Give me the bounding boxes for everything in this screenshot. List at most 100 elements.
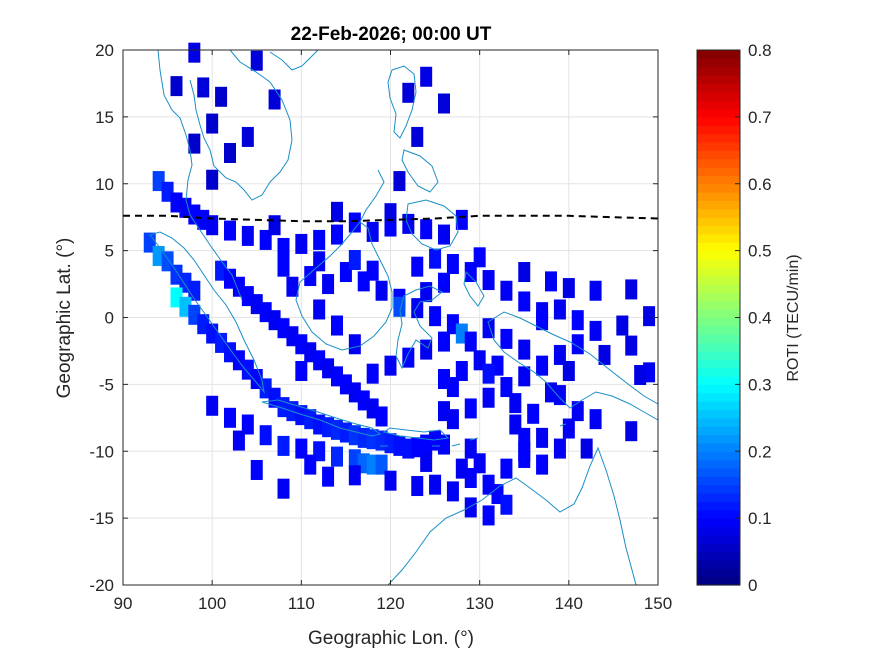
colorbar-step [697, 91, 740, 101]
colorbar-step [697, 467, 740, 477]
roti-cell [384, 470, 397, 491]
roti-cell [589, 280, 602, 301]
roti-cell [482, 505, 495, 526]
roti-cell [250, 459, 263, 480]
roti-cell [393, 171, 406, 192]
roti-cell [536, 454, 549, 475]
colorbar-step [697, 350, 740, 360]
roti-cell [429, 474, 442, 495]
roti-cell [224, 142, 236, 163]
colorbar-step [697, 267, 740, 277]
roti-cell [366, 363, 379, 384]
colorbar-step [697, 501, 740, 511]
roti-cell [500, 377, 513, 398]
roti-cell [500, 458, 513, 479]
roti-cell [304, 454, 317, 475]
roti-cell [643, 306, 656, 327]
roti-cell [438, 272, 450, 293]
colorbar-step [697, 568, 740, 578]
colorbar-step [697, 217, 740, 227]
roti-cell [331, 446, 343, 467]
x-tick-label: 100 [198, 594, 226, 613]
roti-cell [625, 421, 638, 442]
roti-cell [241, 225, 254, 246]
colorbar-step [697, 317, 740, 327]
coastline-sumatra [149, 231, 265, 394]
x-tick-label: 140 [555, 594, 583, 613]
roti-cell [224, 407, 236, 428]
colorbar-step [697, 116, 740, 126]
roti-cell [562, 361, 575, 381]
coastline-australia [387, 446, 637, 586]
roti-cell [402, 347, 415, 368]
roti-cell [500, 494, 513, 515]
coastline-lesser-sunda [382, 427, 450, 441]
roti-cell [553, 299, 566, 320]
colorbar-step [697, 459, 740, 469]
roti-cell [429, 306, 442, 327]
roti-cell [277, 435, 290, 456]
roti-cell [295, 233, 308, 254]
y-tick-label: -20 [89, 576, 114, 595]
roti-cell [455, 458, 468, 479]
roti-cell [206, 113, 219, 134]
colorbar-step [697, 208, 740, 218]
roti-cell [331, 315, 343, 336]
colorbar-tick-label: 0.5 [748, 242, 772, 261]
colorbar-step [697, 108, 740, 118]
colorbar-step [697, 175, 740, 185]
roti-cell [482, 270, 495, 291]
roti-cell [464, 497, 477, 518]
colorbar-step [697, 233, 740, 243]
colorbar-step [697, 409, 740, 419]
roti-cell [268, 89, 281, 110]
roti-cell [589, 409, 602, 430]
roti-cell [277, 256, 290, 277]
roti-cell [438, 93, 450, 114]
x-axis-ticks: 90 100 110 120 130 140 150 [114, 50, 672, 613]
colorbar-ticks: 0 0.1 0.2 0.3 0.4 0.5 0.6 0.7 0.8 [735, 41, 772, 595]
colorbar-step [697, 434, 740, 444]
roti-cell [420, 451, 433, 472]
colorbar-step [697, 476, 740, 486]
roti-cell [536, 310, 549, 331]
roti-cell [634, 365, 647, 386]
y-tick-label: 0 [105, 309, 114, 328]
colorbar-tick-label: 0.6 [748, 175, 772, 194]
colorbar-step [697, 551, 740, 561]
roti-cell [206, 395, 219, 416]
plot-area: 90 100 110 120 130 140 150 20 15 10 5 0 -5 -10 -15 -20 [89, 41, 672, 613]
coastlines [149, 49, 659, 586]
colorbar-step [697, 200, 740, 210]
roti-cell [429, 248, 442, 269]
roti-cell [455, 361, 468, 381]
coastline-vietnam [189, 49, 293, 201]
roti-cell [420, 282, 433, 303]
roti-cell [518, 427, 531, 448]
colorbar-step [697, 543, 740, 553]
roti-cell [571, 401, 584, 422]
y-tick-label: -15 [89, 509, 114, 528]
roti-cell [375, 406, 388, 427]
colorbar-step [697, 125, 740, 135]
coastline-borneo [295, 221, 393, 351]
colorbar-step [697, 334, 740, 344]
x-tick-label: 90 [114, 594, 133, 613]
colorbar-step [697, 401, 740, 411]
colorbar-tick-label: 0.7 [748, 108, 772, 127]
coastline-new-guinea [487, 311, 659, 421]
roti-cell [455, 209, 468, 230]
roti-cell [616, 315, 629, 336]
colorbar-step [697, 392, 740, 402]
colorbar-step [697, 158, 740, 168]
magnetic-dip-equator [123, 214, 659, 223]
y-axis-ticks: 20 15 10 5 0 -5 -10 -15 -20 [89, 41, 658, 595]
roti-cell [545, 271, 557, 292]
colorbar-step [697, 141, 740, 151]
roti-cell [411, 126, 424, 147]
coastline-china [269, 49, 319, 71]
x-tick-label: 130 [465, 594, 493, 613]
roti-cell [348, 334, 361, 355]
y-tick-label: -5 [99, 375, 114, 394]
colorbar-step [697, 526, 740, 536]
